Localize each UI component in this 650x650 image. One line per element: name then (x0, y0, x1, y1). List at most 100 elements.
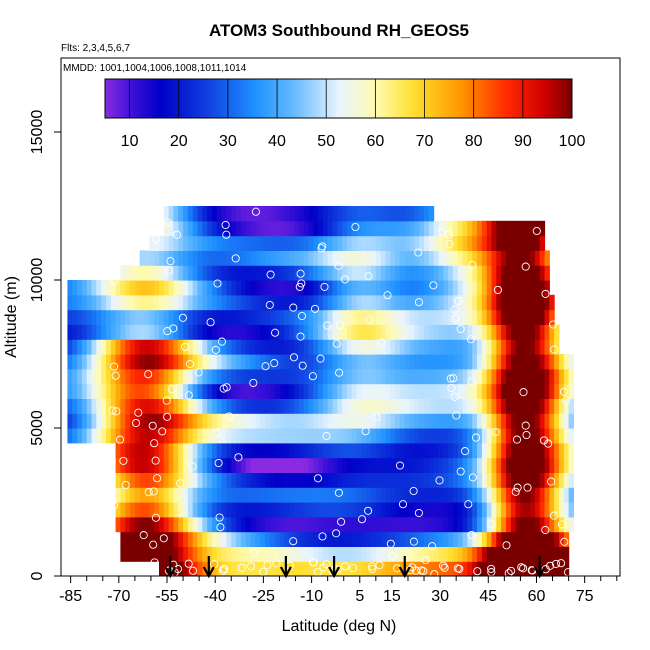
heatmap-cell (269, 354, 276, 370)
heatmap-cell (337, 398, 343, 414)
heatmap-cell (371, 280, 377, 296)
heatmap-cell (120, 546, 126, 562)
heatmap-cell (202, 220, 208, 237)
observation-point (313, 474, 323, 483)
heatmap-cell (332, 502, 338, 518)
heatmap-cell (428, 206, 435, 222)
heatmap-cell (322, 368, 329, 385)
heatmap-cell (337, 442, 343, 459)
heatmap-cell (563, 368, 570, 385)
heatmap-cell (308, 354, 314, 370)
heatmap-cell (477, 354, 483, 370)
heatmap-cell (183, 368, 189, 385)
heatmap-cell (510, 516, 517, 533)
heatmap-cell (86, 428, 93, 444)
heatmap-cell (395, 309, 401, 325)
heatmap-cell (366, 354, 372, 370)
heatmap-cell (399, 383, 406, 399)
heatmap-cell (101, 398, 107, 414)
heatmap-cell (293, 309, 300, 325)
heatmap-cell (390, 220, 396, 237)
observation-point (108, 406, 117, 415)
heatmap-cell (173, 368, 179, 385)
heatmap-cell (424, 383, 430, 399)
heatmap-cell (337, 235, 343, 251)
heatmap-cell (231, 383, 237, 399)
heatmap-cell (207, 265, 213, 281)
heatmap-cell (506, 487, 512, 503)
heatmap-cell (144, 265, 150, 281)
heatmap-cell (187, 235, 194, 251)
heatmap-cell (424, 280, 430, 296)
heatmap-cell (443, 502, 449, 518)
heatmap-cell (134, 531, 141, 547)
heatmap-cell (327, 220, 333, 237)
heatmap-cell (159, 368, 165, 385)
heatmap-cell (486, 442, 493, 459)
heatmap-cell (279, 368, 285, 385)
x-tick-label: 5 (355, 588, 364, 605)
heatmap-cell (496, 294, 502, 311)
heatmap-cell (236, 339, 242, 355)
heatmap-cell (491, 354, 497, 370)
heatmap-cell (139, 472, 146, 488)
heatmap-cell (289, 546, 295, 562)
heatmap-cell (231, 398, 237, 414)
heatmap-cell (125, 502, 131, 518)
observation-point (440, 563, 449, 572)
heatmap-cell (510, 220, 517, 237)
observation-point (249, 548, 258, 557)
heatmap-cell (134, 368, 141, 385)
heatmap-cell (260, 339, 266, 355)
heatmap-cell (221, 309, 227, 325)
observation-point (178, 313, 187, 322)
heatmap-cell (395, 339, 401, 355)
heatmap-cell (467, 487, 473, 503)
heatmap-cell (375, 206, 382, 222)
heatmap-cell (250, 516, 256, 533)
heatmap-cell (173, 265, 179, 281)
observation-point (167, 385, 176, 394)
heatmap-cell (255, 383, 261, 399)
heatmap-cell (501, 324, 507, 340)
heatmap-cell (563, 383, 570, 399)
heatmap-cell (342, 383, 348, 399)
heatmap-cell (539, 383, 546, 399)
heatmap-cell (559, 398, 565, 414)
heatmap-cell (380, 457, 387, 473)
heatmap-cell (385, 442, 391, 459)
heatmap-cell (544, 280, 550, 296)
heatmap-cell (399, 472, 406, 488)
heatmap-cell (467, 250, 473, 266)
heatmap-cell (356, 354, 362, 370)
heatmap-cell (438, 265, 444, 281)
heatmap-cell (506, 398, 512, 414)
heatmap-cell (534, 294, 541, 311)
heatmap-cell (245, 457, 252, 473)
heatmap-cell (265, 324, 271, 340)
heatmap-cell (240, 546, 247, 562)
heatmap-cell (501, 250, 507, 266)
heatmap-cell (539, 265, 546, 281)
heatmap-cell (216, 502, 223, 518)
heatmap-cell (197, 309, 203, 325)
heatmap-cell (86, 324, 93, 340)
observation-point (429, 281, 438, 290)
heatmap-cell (428, 250, 435, 266)
heatmap-cell (154, 442, 160, 459)
heatmap-cell (134, 457, 141, 473)
heatmap-cell (506, 235, 512, 251)
heatmap-cell (366, 502, 372, 518)
heatmap-cell (115, 516, 121, 533)
heatmap-cell (506, 546, 512, 562)
heatmap-cell (361, 235, 367, 251)
heatmap-cell (428, 309, 435, 325)
heatmap-cell (192, 324, 199, 340)
heatmap-cell (501, 428, 507, 444)
heatmap-cell (231, 220, 237, 237)
heatmap-cell (481, 531, 488, 547)
heatmap-cell (414, 398, 420, 414)
heatmap-cell (269, 472, 276, 488)
observation-point (271, 328, 280, 337)
heatmap-cell (337, 502, 343, 518)
